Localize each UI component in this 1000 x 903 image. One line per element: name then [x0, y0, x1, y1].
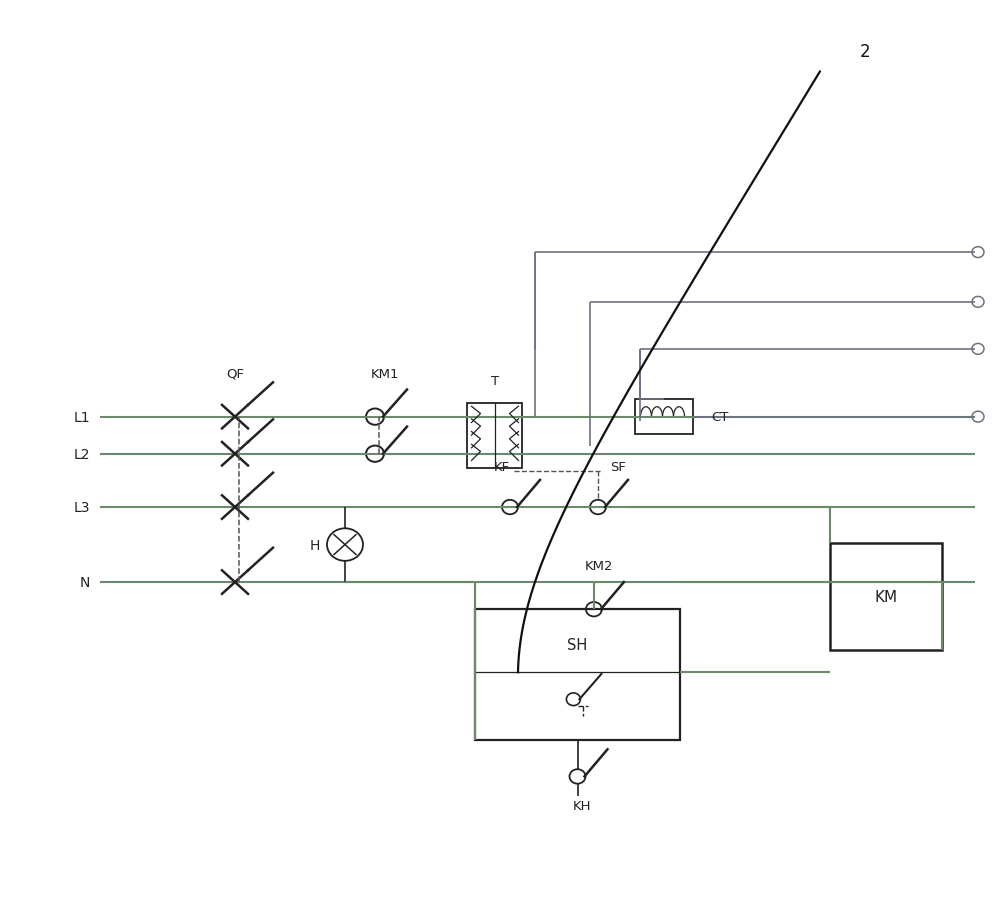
Bar	[635, 400, 693, 434]
Text: QF: QF	[226, 368, 244, 380]
Text: KM: KM	[874, 590, 898, 604]
Text: KF: KF	[494, 461, 510, 473]
Text: L1: L1	[73, 410, 90, 424]
Text: SF: SF	[610, 461, 626, 473]
Text: KM1: KM1	[371, 368, 399, 380]
Text: CT: CT	[711, 411, 728, 424]
Text: T: T	[491, 374, 499, 387]
Text: L2: L2	[74, 447, 90, 461]
Bar	[830, 544, 942, 650]
Text: N: N	[80, 575, 90, 590]
Text: KM2: KM2	[585, 560, 613, 573]
Text: SH: SH	[567, 638, 588, 652]
Text: 2: 2	[860, 43, 870, 61]
Bar	[475, 610, 680, 740]
Text: L3: L3	[74, 500, 90, 515]
Text: H: H	[310, 538, 320, 552]
Text: KH: KH	[573, 799, 592, 812]
Bar	[467, 403, 522, 468]
